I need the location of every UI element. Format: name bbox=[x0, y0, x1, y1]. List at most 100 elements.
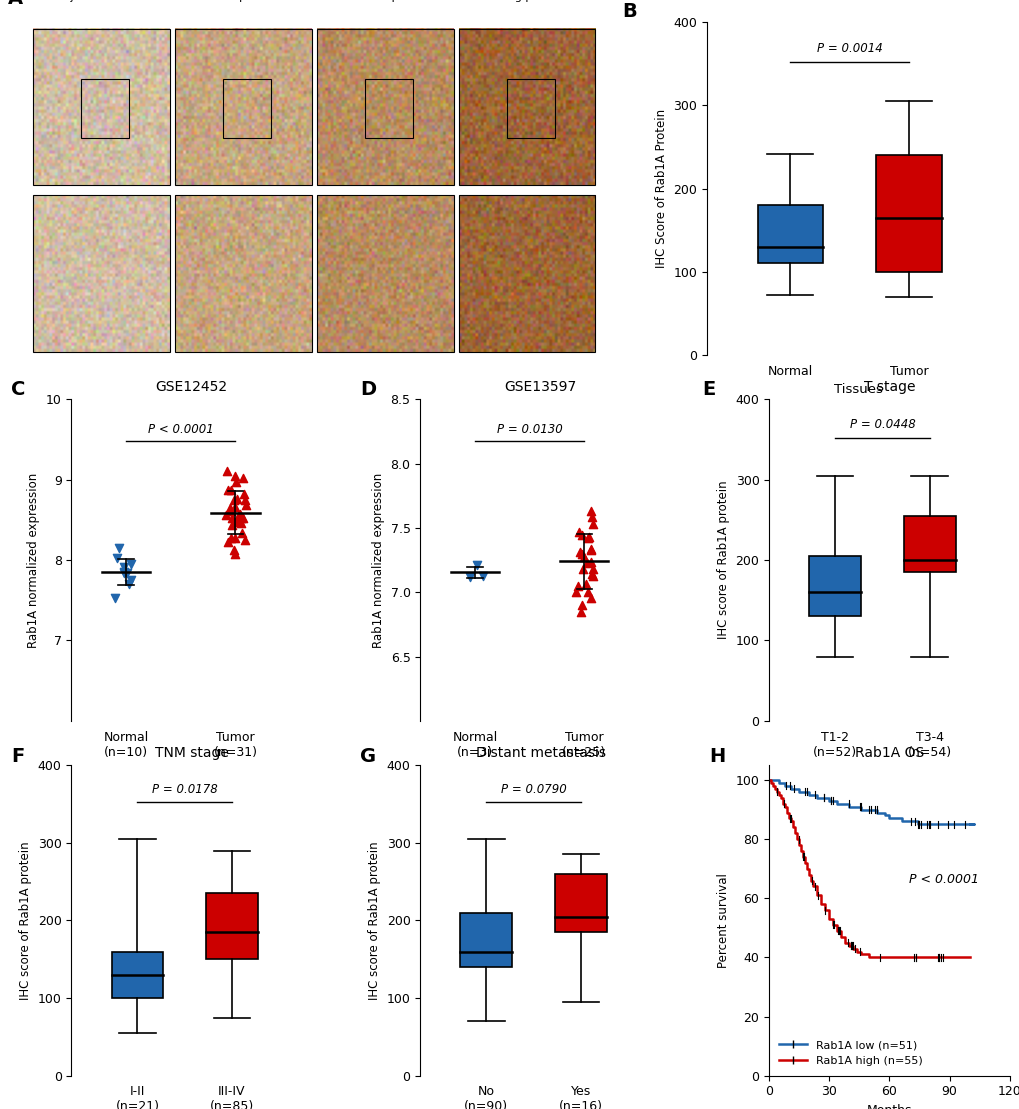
Text: P < 0.0001: P < 0.0001 bbox=[148, 424, 213, 436]
Text: Strong positive: Strong positive bbox=[485, 0, 569, 2]
Text: B: B bbox=[622, 2, 637, 21]
Point bbox=[223, 502, 239, 520]
Bar bbox=[365, 79, 413, 139]
Bar bbox=[875, 155, 941, 272]
Point bbox=[233, 515, 250, 532]
Y-axis label: Percent survival: Percent survival bbox=[716, 873, 730, 968]
Point bbox=[219, 481, 235, 499]
Point bbox=[221, 499, 237, 517]
Point bbox=[474, 567, 490, 584]
Bar bbox=[34, 195, 169, 352]
Point bbox=[579, 583, 595, 601]
Point bbox=[578, 576, 594, 593]
Point bbox=[231, 505, 248, 522]
Text: P = 0.0790: P = 0.0790 bbox=[500, 783, 566, 796]
Bar bbox=[459, 29, 595, 185]
Legend: Rab1A low (n=51), Rab1A high (n=55): Rab1A low (n=51), Rab1A high (n=55) bbox=[774, 1036, 926, 1070]
Point bbox=[570, 523, 586, 541]
Point bbox=[579, 529, 595, 547]
Bar bbox=[460, 913, 512, 967]
Bar bbox=[317, 29, 453, 185]
Point bbox=[582, 541, 598, 559]
Bar bbox=[82, 79, 128, 139]
Point bbox=[123, 571, 140, 589]
Bar bbox=[506, 79, 554, 139]
Point bbox=[584, 516, 600, 533]
Point bbox=[575, 560, 591, 578]
Point bbox=[572, 603, 588, 621]
Text: P = 0.0178: P = 0.0178 bbox=[152, 783, 217, 796]
Text: E: E bbox=[701, 380, 714, 399]
Bar bbox=[554, 874, 606, 932]
Point bbox=[111, 540, 127, 558]
Bar bbox=[111, 952, 163, 998]
Point bbox=[582, 501, 598, 519]
Point bbox=[572, 542, 588, 560]
Title: T stage: T stage bbox=[863, 380, 914, 394]
Bar bbox=[175, 195, 311, 352]
Text: D: D bbox=[360, 380, 376, 399]
Y-axis label: IHC score of Rab1A protein: IHC score of Rab1A protein bbox=[368, 841, 381, 1000]
Point bbox=[578, 554, 594, 572]
Point bbox=[234, 509, 251, 527]
Text: Adjacent normal: Adjacent normal bbox=[56, 0, 147, 2]
Point bbox=[570, 578, 586, 596]
Point bbox=[237, 496, 254, 513]
Point bbox=[118, 564, 135, 582]
Point bbox=[236, 531, 253, 549]
Point bbox=[568, 583, 584, 601]
X-axis label: Months: Months bbox=[866, 1103, 911, 1109]
Point bbox=[223, 516, 239, 533]
Title: Rab1A OS: Rab1A OS bbox=[854, 746, 923, 760]
Y-axis label: Rab1A normalized expression: Rab1A normalized expression bbox=[372, 472, 384, 648]
Point bbox=[120, 576, 137, 593]
Bar bbox=[459, 195, 595, 352]
Title: GSE13597: GSE13597 bbox=[504, 380, 576, 394]
Bar bbox=[757, 205, 822, 264]
Text: P = 0.0014: P = 0.0014 bbox=[816, 42, 881, 55]
Text: P = 0.0130: P = 0.0130 bbox=[496, 424, 562, 436]
Point bbox=[574, 546, 590, 563]
Point bbox=[116, 564, 132, 582]
Point bbox=[217, 506, 233, 523]
Title: Distant metastasis: Distant metastasis bbox=[475, 746, 605, 760]
Point bbox=[109, 549, 125, 567]
Point bbox=[233, 525, 250, 542]
Point bbox=[584, 567, 600, 584]
Point bbox=[232, 509, 249, 527]
Point bbox=[226, 529, 243, 547]
Point bbox=[462, 568, 478, 586]
Text: P = 0.0448: P = 0.0448 bbox=[849, 418, 914, 431]
Text: F: F bbox=[11, 746, 24, 765]
Point bbox=[233, 508, 250, 526]
X-axis label: Tissues: Tissues bbox=[834, 383, 882, 396]
Bar bbox=[223, 79, 270, 139]
Point bbox=[231, 507, 248, 525]
Point bbox=[237, 491, 254, 509]
Bar bbox=[175, 29, 311, 185]
Text: A: A bbox=[8, 0, 23, 8]
Point bbox=[583, 553, 599, 571]
Point bbox=[226, 498, 243, 516]
Point bbox=[580, 528, 596, 546]
Text: C: C bbox=[11, 380, 25, 399]
Point bbox=[235, 485, 252, 502]
Point bbox=[227, 474, 244, 491]
Text: Moderate positive: Moderate positive bbox=[335, 0, 435, 2]
Point bbox=[225, 491, 242, 509]
Title: GSE12452: GSE12452 bbox=[156, 380, 227, 394]
Point bbox=[107, 589, 123, 607]
Point bbox=[583, 540, 599, 558]
Point bbox=[229, 490, 246, 508]
Point bbox=[582, 589, 598, 607]
Point bbox=[573, 526, 589, 543]
Point bbox=[219, 462, 235, 480]
Text: G: G bbox=[360, 746, 376, 765]
Y-axis label: IHC score of Rab1A protein: IHC score of Rab1A protein bbox=[716, 480, 730, 640]
Point bbox=[116, 563, 132, 581]
Point bbox=[584, 508, 600, 526]
Bar bbox=[317, 195, 453, 352]
Bar bbox=[34, 29, 169, 185]
Point bbox=[223, 529, 239, 547]
Point bbox=[226, 541, 243, 559]
